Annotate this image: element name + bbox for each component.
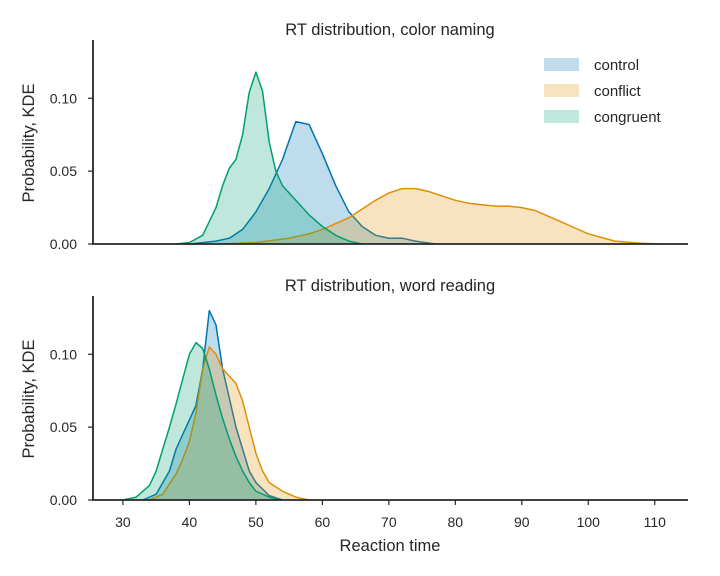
line-congruent-1 [122,341,283,501]
x-tick-label: 60 [315,514,331,530]
y-tick-label: 0.10 [50,90,77,106]
legend-label-conflict: conflict [594,83,642,100]
x-tick-label: 40 [182,514,198,530]
line-control-0 [189,120,436,245]
line-control-1 [142,309,283,501]
line-conflict-1 [149,346,310,501]
word-reading-y-axis-label: Probability, KDE [20,340,38,459]
word-reading-panel: RT distribution, word reading Probabilit… [20,277,688,555]
x-tick-label: 50 [248,514,264,530]
y-tick-label: 0.00 [50,492,77,508]
x-axis-label: Reaction time [340,537,441,555]
word-reading-x-ticks: 30 40 50 60 70 80 90 100 110 [115,500,666,530]
word-reading-y-ticks: 0.00 0.05 0.10 [50,346,93,508]
x-tick-label: 90 [514,514,530,530]
y-tick-label: 0.00 [50,236,77,252]
y-tick-label: 0.05 [50,419,77,435]
color-naming-density-areas [176,71,662,245]
area-congruent-0 [176,72,363,244]
color-naming-y-axis-label: Probability, KDE [20,84,38,203]
x-tick-label: 110 [644,514,667,530]
color-naming-y-ticks: 0.00 0.05 0.10 [50,90,93,252]
legend-label-congruent: congruent [594,109,662,126]
legend-swatch-control [544,58,579,71]
word-reading-density-areas [122,309,310,501]
legend-swatch-congruent [544,110,579,123]
y-tick-label: 0.05 [50,163,77,179]
x-tick-label: 100 [577,514,601,530]
legend-swatch-conflict [544,84,579,97]
line-conflict-0 [222,187,662,245]
area-congruent-1 [122,342,283,500]
area-conflict-1 [149,347,310,500]
area-control-1 [142,310,283,500]
legend: control conflict congruent [544,57,662,126]
color-naming-panel: RT distribution, color naming Probabilit… [20,21,688,252]
y-tick-label: 0.10 [50,346,77,362]
word-reading-title: RT distribution, word reading [285,277,495,295]
line-congruent-0 [176,71,363,245]
area-conflict-0 [222,188,662,244]
x-tick-label: 70 [381,514,397,530]
legend-label-control: control [594,57,639,74]
color-naming-title: RT distribution, color naming [285,21,494,39]
area-control-0 [189,121,436,244]
x-tick-label: 30 [115,514,131,530]
x-tick-label: 80 [448,514,464,530]
